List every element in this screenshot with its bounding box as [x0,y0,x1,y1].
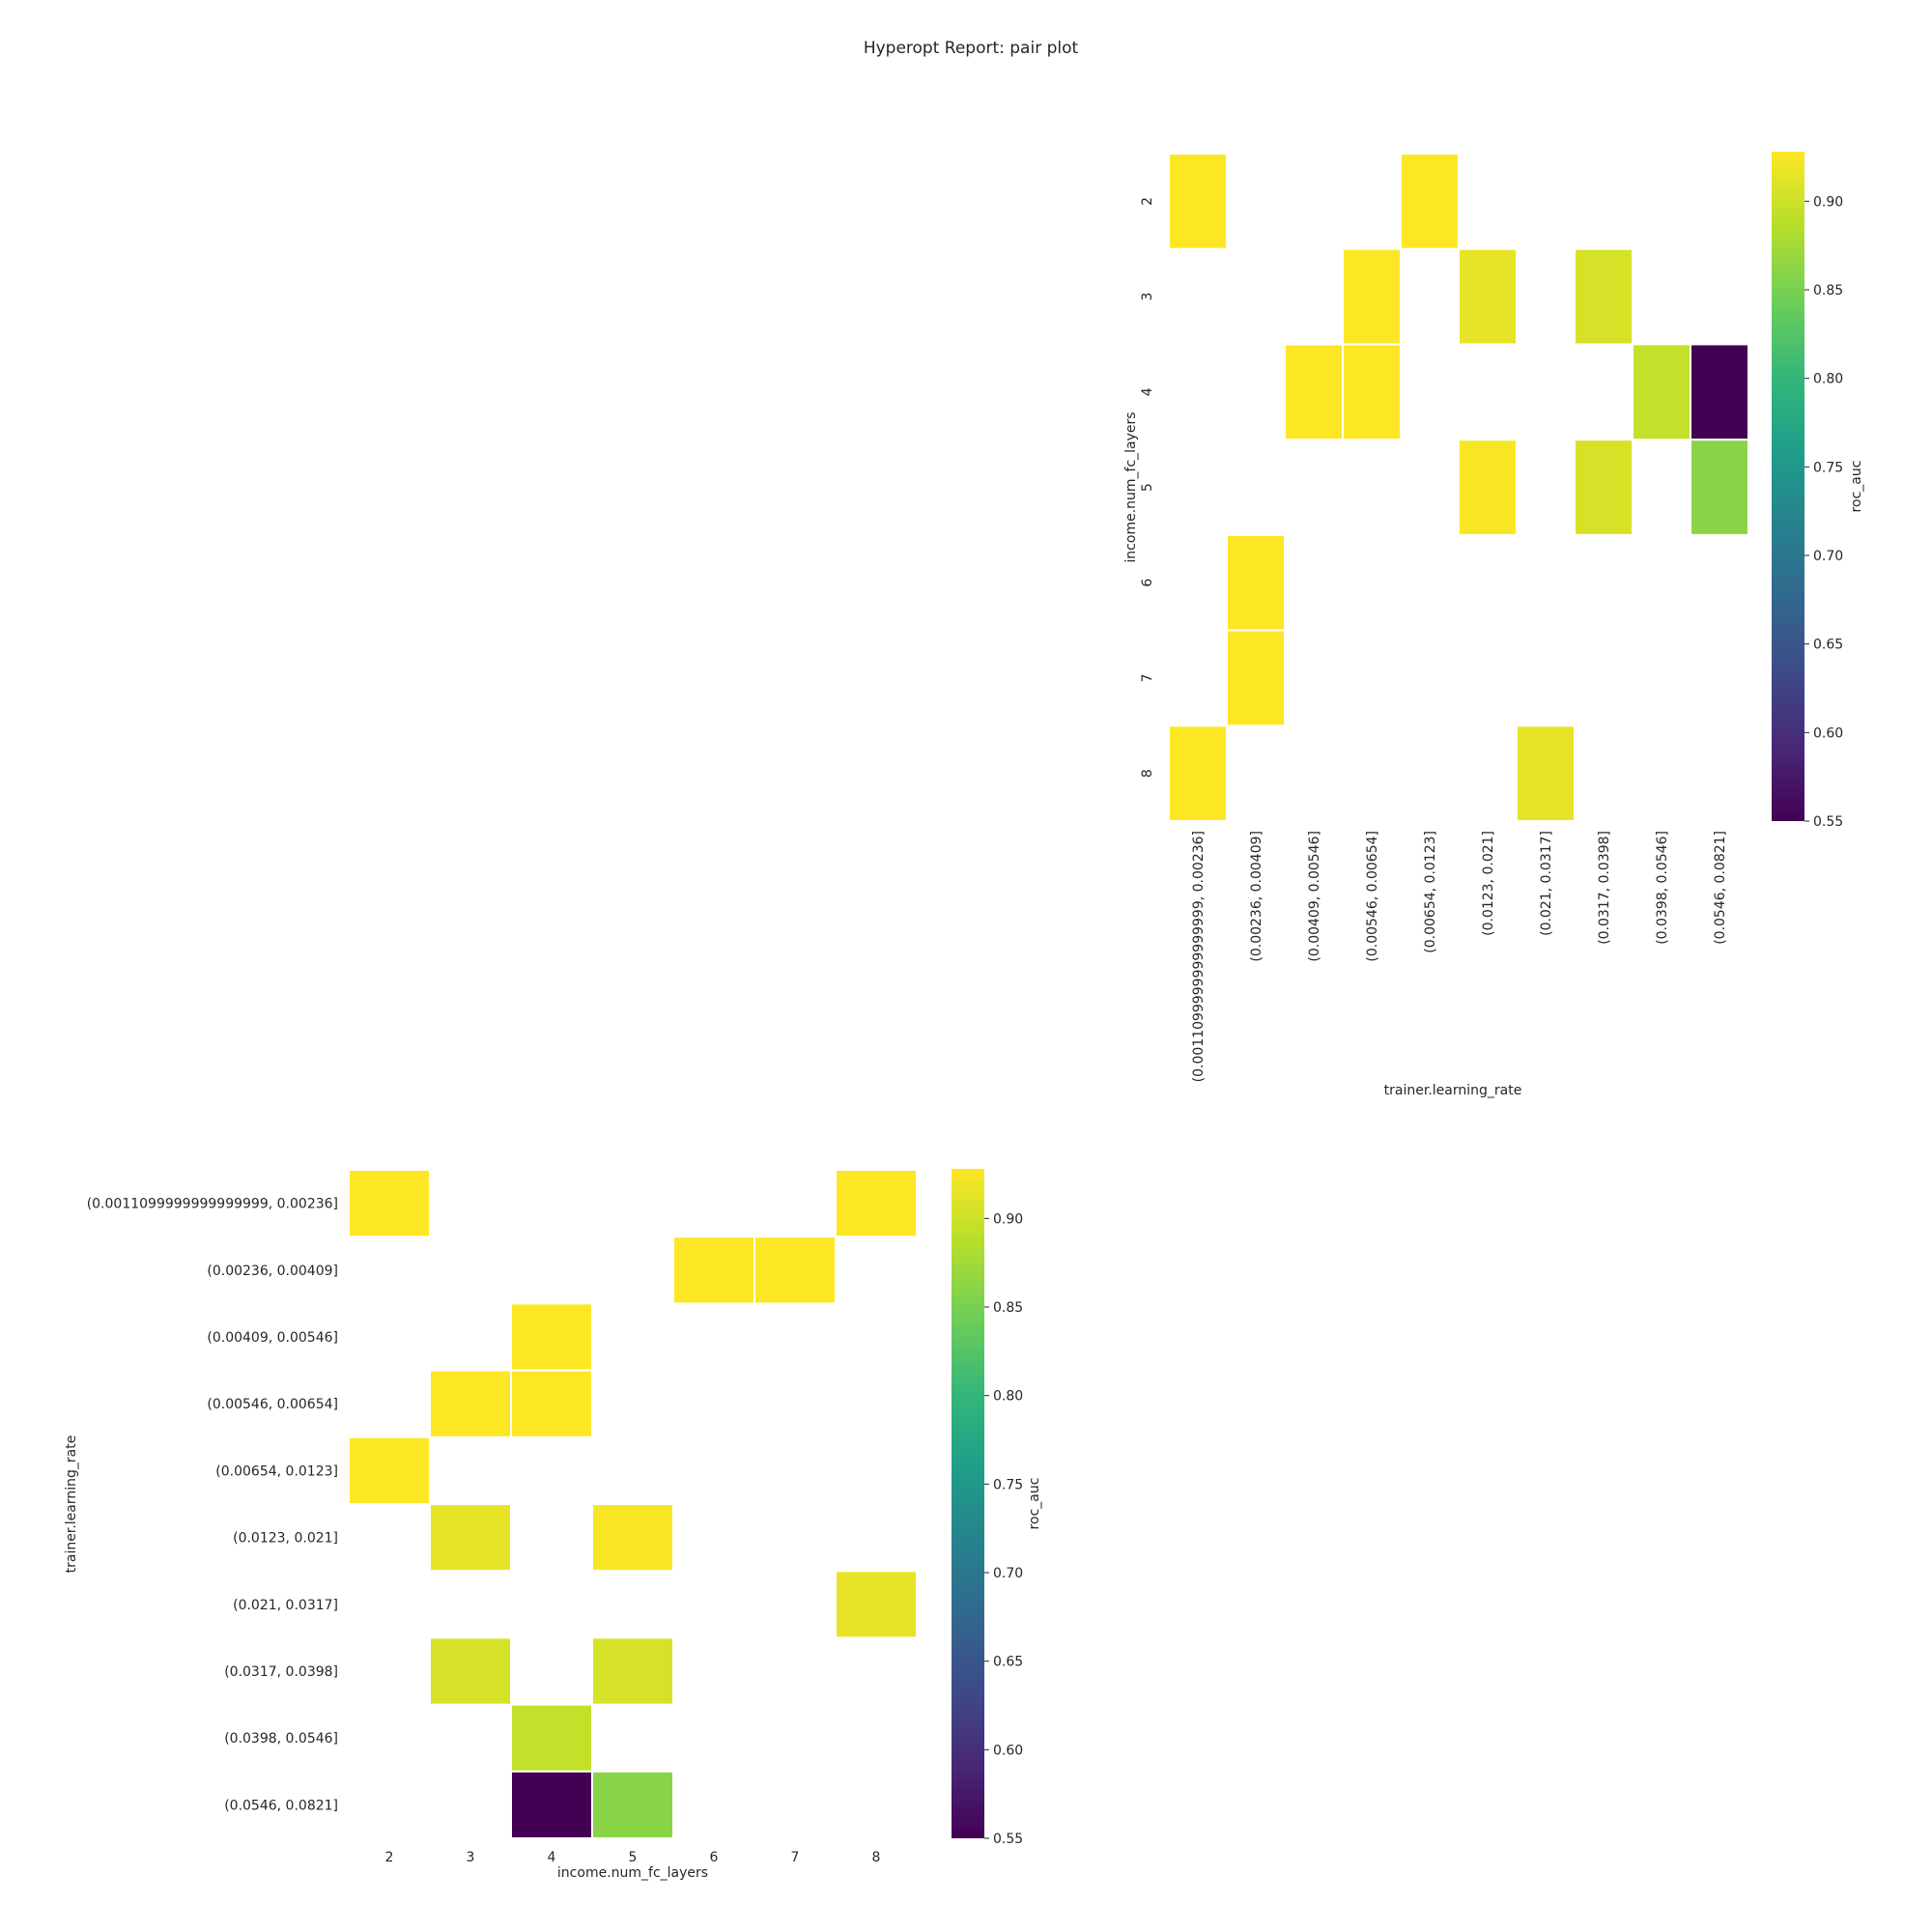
heatmap-cell [1342,247,1402,346]
heatmap-cell [1226,533,1286,632]
x-tick-label: (0.021, 0.0317] [1539,831,1554,936]
colorbar-tick-label: 0.85 [1813,283,1843,298]
y-tick-label: (0.00546, 0.00654] [207,1397,338,1412]
x-tick-label: (0.00409, 0.00546] [1307,831,1322,962]
x-axis-label: income.num_fc_layers [557,1865,708,1881]
y-tick-label: (0.00236, 0.00409] [207,1264,338,1279]
x-tick-label: (0.00654, 0.0123] [1423,831,1438,953]
heatmap-cell [1284,343,1344,441]
colorbar-label: roc_auc [1849,461,1864,513]
colorbar-tick-label: 0.70 [993,1566,1023,1581]
y-tick-label: (0.0123, 0.021] [233,1531,338,1547]
colorbar-tick-label: 0.80 [993,1389,1023,1405]
x-tick-label: (0.00236, 0.00409] [1249,831,1264,962]
x-axis-label: trainer.learning_rate [1384,1083,1522,1098]
x-tick-label: (0.0123, 0.021] [1481,831,1496,936]
x-tick-label: 5 [629,1850,638,1865]
y-tick-label: (0.00654, 0.0123] [215,1463,338,1479]
heatmap-cell [591,1770,674,1840]
heatmap-cell [1400,153,1460,250]
y-tick-label: 8 [1140,769,1155,778]
y-tick-label: (0.0398, 0.0546] [224,1731,338,1747]
colorbar-tick-label: 0.65 [1813,638,1843,653]
heatmap-cell [753,1236,837,1305]
colorbar-tick-label: 0.60 [993,1743,1023,1758]
heatmap-cell [591,1636,674,1706]
heatmap-cell [1632,343,1691,441]
heatmap-cell [1342,343,1402,441]
heatmap-cell [510,1302,593,1372]
colorbar-tick-label: 0.55 [1813,814,1843,830]
y-tick-label: (0.00409, 0.00546] [207,1330,338,1346]
heatmap-top-right: (0.0011099999999999999, 0.00236] (0.00236… [1123,152,1864,1098]
heatmap-cell [510,1703,593,1773]
x-tick-label: 8 [872,1850,881,1865]
heatmap-cell [835,1570,918,1639]
colorbar-tick-label: 0.90 [993,1211,1023,1227]
colorbar [952,1169,984,1838]
heatmap-cell [1168,724,1228,822]
colorbar-tick-label: 0.65 [993,1655,1023,1670]
y-tick-label: 5 [1140,483,1155,492]
colorbar-label: roc_auc [1027,1478,1042,1530]
figure-title: Hyperopt Report: pair plot [864,39,1079,58]
colorbar [1772,152,1804,821]
heatmap-cell [835,1169,918,1238]
y-tick-label: 7 [1140,673,1155,682]
x-tick-label: 6 [710,1850,719,1865]
colorbar-tick-label: 0.85 [993,1300,1023,1316]
heatmap-cell [1574,439,1634,536]
y-axis-label: trainer.learning_rate [64,1435,79,1574]
heatmap-cell [429,1636,512,1706]
x-tick-label: (0.00546, 0.00654] [1365,831,1380,962]
heatmap-cell [1168,153,1228,250]
y-tick-label: 6 [1140,579,1155,587]
x-tick-label: (0.0317, 0.0398] [1597,831,1612,945]
y-tick-label: (0.021, 0.0317] [233,1598,338,1613]
heatmap-cell [591,1503,674,1573]
heatmap-cell [1690,439,1749,536]
y-axis-label: income.num_fc_layers [1123,412,1139,562]
y-tick-label: 4 [1140,387,1155,396]
heatmap-cell [348,1169,431,1238]
heatmap-cell [1516,724,1576,822]
x-tick-label: 3 [467,1850,475,1865]
heatmap-cell [1574,247,1634,346]
y-tick-label: 2 [1140,197,1155,206]
colorbar-tick-label: 0.90 [1813,194,1843,210]
heatmap-cell [510,1770,593,1840]
colorbar-tick-label: 0.75 [1813,460,1843,475]
x-tick-label: (0.0398, 0.0546] [1655,831,1670,945]
heatmap-cell [429,1503,512,1573]
y-tick-label: (0.0011099999999999999, 0.00236] [87,1197,338,1212]
heatmap-cell [1226,629,1286,727]
heatmap-cell [1458,247,1518,346]
y-tick-label: (0.0546, 0.0821] [224,1798,338,1813]
colorbar-tick-label: 0.75 [993,1477,1023,1492]
y-tick-label: (0.0317, 0.0398] [224,1664,338,1680]
heatmap-cell [672,1236,755,1305]
colorbar-tick-label: 0.70 [1813,549,1843,564]
x-tick-label: 7 [791,1850,800,1865]
x-tick-label: (0.0546, 0.0821] [1713,831,1728,945]
heatmap-cell [1458,439,1518,536]
heatmap-cell [429,1369,512,1438]
y-tick-label: 3 [1140,293,1155,301]
heatmap-bottom-left: 2 3 4 5 6 7 8 (0.0011099999999999999, 0.00236] (… [64,1169,1042,1881]
heatmap-cell [510,1369,593,1438]
heatmap-cell [348,1435,431,1506]
colorbar-tick-label: 0.55 [993,1832,1023,1847]
colorbar-tick-label: 0.60 [1813,725,1843,741]
x-tick-label: 4 [548,1850,556,1865]
x-tick-label: 2 [385,1850,394,1865]
colorbar-tick-label: 0.80 [1813,372,1843,387]
heatmap-cell [1690,343,1749,441]
x-tick-label: (0.0011099999999999999, 0.00236] [1191,831,1207,1082]
